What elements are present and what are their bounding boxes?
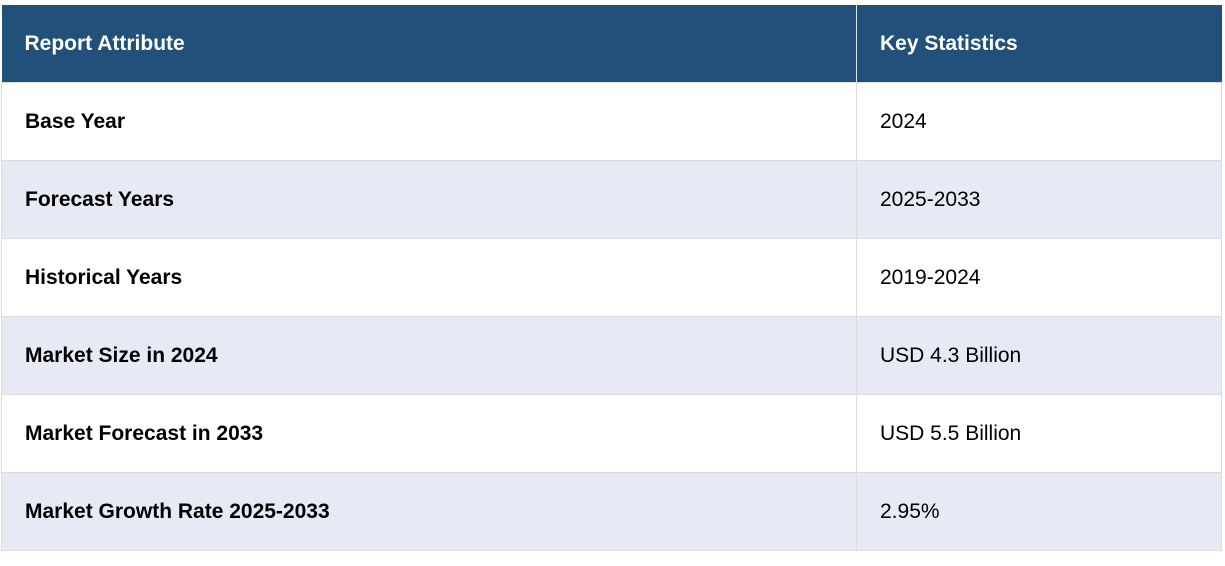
table-row: Market Growth Rate 2025-2033 2.95% [1,472,1222,551]
table-row: Market Forecast in 2033 USD 5.5 Billion [1,394,1222,473]
attribute-cell: Market Growth Rate 2025-2033 [1,472,857,551]
value-cell: USD 4.3 Billion [856,316,1222,395]
stats-table: Report Attribute Key Statistics Base Yea… [1,5,1222,551]
table-body: Base Year 2024 Forecast Years 2025-2033 Hist… [1,82,1222,551]
header-cell: Key Statistics [856,5,1222,83]
attribute-cell: Forecast Years [1,160,857,239]
attribute-cell: Base Year [1,82,857,161]
value-cell: 2.95% [856,472,1222,551]
attribute-cell: Market Size in 2024 [1,316,857,395]
table-row: Historical Years 2019-2024 [1,238,1222,317]
attribute-cell: Market Forecast in 2033 [1,394,857,473]
table-row: Base Year 2024 [1,82,1222,161]
table-row: Forecast Years 2025-2033 [1,160,1222,239]
table-row: Market Size in 2024 USD 4.3 Billion [1,316,1222,395]
value-cell: 2019-2024 [856,238,1222,317]
table-head: Report Attribute Key Statistics [1,5,1222,83]
header-cell: Report Attribute [1,5,857,83]
value-cell: USD 5.5 Billion [856,394,1222,473]
value-cell: 2025-2033 [856,160,1222,239]
attribute-cell: Historical Years [1,238,857,317]
value-cell: 2024 [856,82,1222,161]
header-row: Report Attribute Key Statistics [1,5,1222,83]
